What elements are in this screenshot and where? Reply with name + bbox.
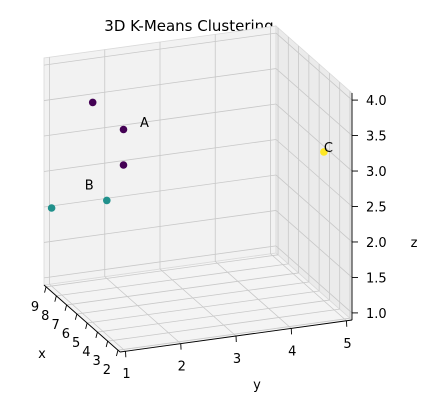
gridline-z-right bbox=[275, 103, 353, 172]
point-annotation: A bbox=[140, 116, 149, 131]
gridline-z-right bbox=[275, 139, 353, 207]
gridline-z-right bbox=[275, 32, 353, 101]
y-axis-tick-label: 4 bbox=[288, 344, 296, 359]
data-point bbox=[47, 204, 56, 212]
gridline-z-left bbox=[43, 139, 277, 172]
x-axis-tick-label: 8 bbox=[41, 309, 49, 324]
gridline-z-left bbox=[43, 32, 277, 66]
z-axis-tick-label: 4.0 bbox=[366, 94, 387, 109]
chart-gridlines bbox=[43, 26, 353, 352]
x-axis-tick bbox=[54, 295, 57, 302]
point-annotation: C bbox=[324, 141, 333, 156]
data-point bbox=[119, 125, 128, 134]
data-point bbox=[320, 148, 328, 156]
x-axis-tick bbox=[74, 313, 78, 320]
gridline-y-floor bbox=[49, 283, 126, 352]
z-axis-label: z bbox=[411, 236, 418, 251]
chart-title: 3D K-Means Clustering bbox=[104, 17, 273, 35]
y-axis-tick-label: 3 bbox=[233, 352, 241, 367]
gridline-z-left bbox=[43, 68, 277, 101]
data-point bbox=[119, 161, 128, 169]
data-point bbox=[103, 196, 111, 205]
data-point bbox=[88, 98, 97, 107]
x-axis-tick-label: 3 bbox=[93, 354, 101, 369]
x-axis-tick bbox=[105, 341, 109, 348]
gridline-z-right bbox=[275, 174, 353, 243]
gridline-z-right bbox=[275, 245, 353, 314]
gridline-y-floor bbox=[270, 253, 347, 322]
z-axis-tick-label: 3.5 bbox=[366, 130, 387, 145]
chart-annotations: A B C bbox=[85, 116, 333, 193]
gridline-z-left bbox=[43, 245, 277, 279]
x-axis-tick bbox=[116, 350, 119, 357]
z-axis-tick-label: 1.5 bbox=[366, 271, 387, 286]
x-axis-tick bbox=[64, 304, 68, 311]
z-axis-tick-label: 1.0 bbox=[366, 307, 387, 322]
gridline-y-floor bbox=[214, 261, 292, 329]
y-axis-tick-label: 5 bbox=[343, 337, 351, 352]
x-axis-tick-label: 9 bbox=[31, 300, 39, 315]
gridline-z-left bbox=[43, 210, 277, 243]
gridline-z-left bbox=[43, 103, 277, 137]
x-axis-tick-label: 2 bbox=[103, 363, 111, 378]
y-axis-tick-label: 2 bbox=[178, 360, 186, 375]
z-axis-tick-label: 3.0 bbox=[366, 165, 387, 180]
gridline-z-right bbox=[275, 210, 353, 278]
chart-points bbox=[47, 98, 328, 212]
x-axis-tick-label: 5 bbox=[72, 336, 80, 351]
y-axis-label: y bbox=[253, 378, 261, 393]
x-axis-tick-label: 7 bbox=[51, 318, 59, 333]
gridline-y-floor bbox=[159, 268, 237, 337]
gridline-z-left bbox=[43, 174, 277, 208]
x-axis-tick bbox=[85, 322, 88, 329]
gridline-y-floor bbox=[104, 276, 182, 344]
y-axis-tick-label: 1 bbox=[122, 367, 130, 382]
z-axis-tick-label: 2.5 bbox=[366, 201, 387, 216]
x-axis-label: x bbox=[38, 347, 46, 362]
x-axis-tick-label: 4 bbox=[82, 345, 90, 360]
point-annotation: B bbox=[85, 178, 94, 193]
z-axis-tick-label: 2.0 bbox=[366, 236, 387, 251]
x-axis-tick bbox=[44, 286, 47, 293]
x-axis-tick-label: 6 bbox=[62, 327, 70, 342]
x-axis-tick bbox=[95, 331, 98, 339]
gridline-z-right bbox=[275, 68, 353, 136]
